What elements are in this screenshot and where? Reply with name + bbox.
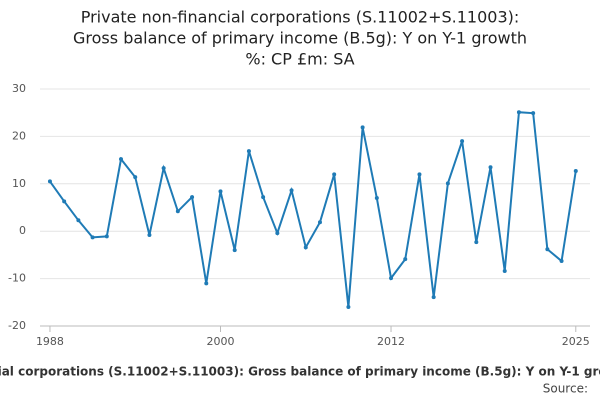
point <box>175 209 180 214</box>
y-tick-label: 10 <box>12 177 26 190</box>
point <box>317 220 322 225</box>
point <box>403 257 408 262</box>
point <box>232 248 237 253</box>
point <box>261 195 266 200</box>
y-tick-label: 0 <box>19 224 26 237</box>
point <box>360 125 365 130</box>
point <box>417 172 422 177</box>
point <box>488 165 493 170</box>
point <box>502 269 507 274</box>
point <box>303 245 308 250</box>
point <box>218 189 223 194</box>
point <box>161 166 166 171</box>
footer: Private non-financial corporations (S.11… <box>0 365 600 379</box>
point <box>346 305 351 310</box>
point <box>204 281 209 286</box>
point <box>62 199 67 204</box>
point <box>76 218 81 223</box>
point <box>119 157 124 162</box>
point <box>573 169 578 174</box>
point <box>445 181 450 186</box>
y-tick-label: -10 <box>8 272 26 285</box>
point <box>104 234 109 239</box>
point <box>460 139 465 144</box>
point <box>545 247 550 252</box>
point <box>246 149 251 154</box>
point <box>516 110 521 115</box>
chart-title: %: CP £m: SA <box>245 50 354 69</box>
point <box>431 295 436 300</box>
x-tick-label: 1988 <box>36 335 64 348</box>
point <box>289 188 294 193</box>
point <box>47 179 52 184</box>
point <box>332 172 337 177</box>
source: Source: <box>543 382 588 396</box>
x-tick-label: 2012 <box>377 335 405 348</box>
y-tick-label: 30 <box>12 82 26 95</box>
point <box>90 235 95 240</box>
point <box>190 195 195 200</box>
chart-title: Private non-financial corporations (S.11… <box>81 8 520 27</box>
point <box>474 240 479 245</box>
line <box>49 111 577 308</box>
y-tick-label: -20 <box>8 319 26 332</box>
point <box>133 175 138 180</box>
x-tick-label: 2025 <box>562 335 590 348</box>
y-tick-label: 20 <box>12 129 26 142</box>
point <box>389 276 394 281</box>
point <box>531 111 536 116</box>
x-tick-label: 2000 <box>206 335 234 348</box>
point <box>147 232 152 237</box>
chart-title: Gross balance of primary income (B.5g): … <box>73 29 527 48</box>
point <box>374 196 379 201</box>
point <box>275 231 280 236</box>
point <box>559 259 564 264</box>
